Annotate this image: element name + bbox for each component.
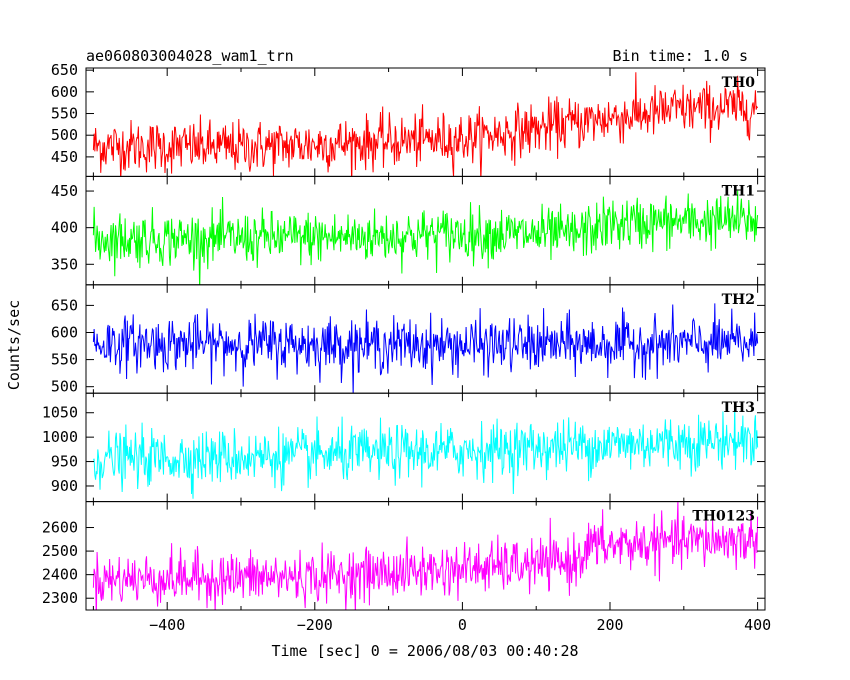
y-tick-label: 500 bbox=[51, 126, 78, 144]
panel-frame bbox=[85, 501, 766, 611]
y-tick-label: 2500 bbox=[42, 542, 78, 560]
panel-name-label: TH2 bbox=[722, 292, 755, 308]
y-tick-label: 550 bbox=[51, 105, 78, 123]
panels-group: 450 500 550 600 650 TH0 350 400 450 TH1 500 550 600 6… bbox=[42, 61, 771, 634]
y-tick-label: 600 bbox=[51, 83, 78, 101]
y-tick-label: 400 bbox=[51, 219, 78, 237]
panel-th1: 350 400 450 TH1 bbox=[51, 175, 766, 286]
panel-th2: 500 550 600 650 TH2 bbox=[51, 284, 766, 396]
panel-frame bbox=[85, 284, 766, 394]
bin-time-label: Bin time: 1.0 s bbox=[613, 47, 748, 65]
y-tick-label: 1000 bbox=[42, 428, 78, 446]
panel-name-label: TH1 bbox=[722, 183, 755, 199]
y-tick-label: 450 bbox=[51, 148, 78, 166]
x-tick-label: −400 bbox=[149, 616, 185, 634]
y-tick-label: 550 bbox=[51, 351, 78, 369]
series-th0 bbox=[92, 72, 759, 177]
y-tick-label: 2600 bbox=[42, 519, 78, 537]
panel-th0123: 2300 2400 2500 2600 TH0123 bbox=[42, 501, 766, 611]
series-th3 bbox=[92, 401, 759, 499]
panel-name-label: TH0123 bbox=[692, 509, 755, 525]
y-tick-label: 900 bbox=[51, 477, 78, 495]
y-tick-label: 500 bbox=[51, 378, 78, 396]
panel-name-label: TH0 bbox=[722, 75, 756, 91]
panel-name-label: TH3 bbox=[722, 400, 755, 416]
y-tick-label: 2300 bbox=[42, 589, 78, 607]
x-tick-label: 0 bbox=[458, 616, 467, 634]
y-tick-label: 350 bbox=[51, 255, 78, 273]
y-tick-label: 2400 bbox=[42, 566, 78, 584]
series-th2 bbox=[92, 303, 759, 394]
y-axis-label: Counts/sec bbox=[5, 300, 23, 390]
y-tick-label: 1050 bbox=[42, 404, 78, 422]
panel-th3: 900 950 1000 1050 TH3 bbox=[42, 392, 766, 503]
x-tick-label: 400 bbox=[744, 616, 771, 634]
panel-th0: 450 500 550 600 650 TH0 bbox=[51, 61, 766, 177]
x-tick-label: −200 bbox=[297, 616, 333, 634]
panel-frame bbox=[85, 67, 766, 177]
x-axis-label: Time [sec] 0 = 2006/08/03 00:40:28 bbox=[271, 642, 578, 660]
y-tick-label: 650 bbox=[51, 61, 78, 79]
chart-title: ae060803004028_wam1_trn bbox=[86, 47, 294, 65]
series-th0123 bbox=[92, 501, 759, 611]
x-tick-label: 200 bbox=[596, 616, 623, 634]
y-tick-label: 650 bbox=[51, 296, 78, 314]
y-tick-label: 450 bbox=[51, 182, 78, 200]
y-tick-label: 950 bbox=[51, 453, 78, 471]
series-th1 bbox=[92, 190, 759, 285]
y-tick-label: 600 bbox=[51, 323, 78, 341]
